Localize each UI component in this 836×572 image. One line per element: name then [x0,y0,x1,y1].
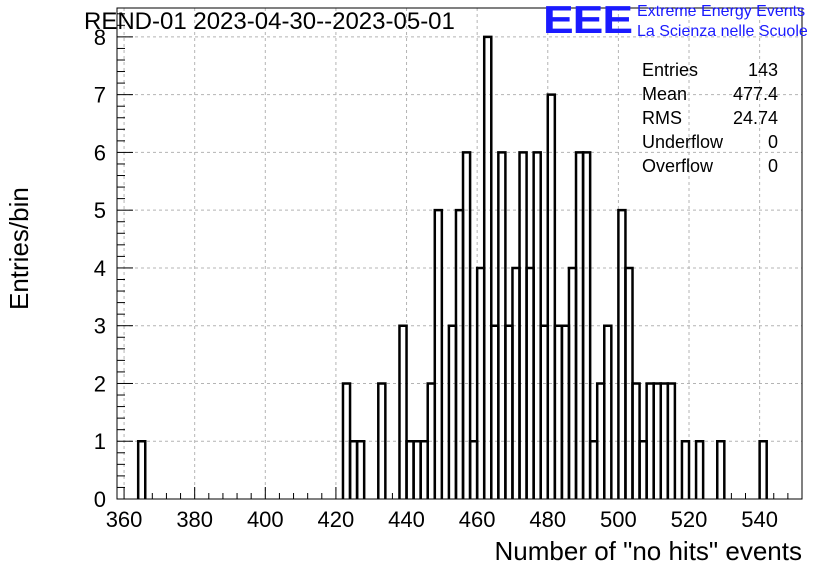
y-tick-label: 4 [94,256,106,281]
stat-mean-value: 477.4 [732,84,778,104]
y-tick-label: 5 [94,198,106,223]
y-tick-label: 0 [94,487,106,512]
logo-line-1: Extreme Energy Events [637,3,806,20]
x-tick-label: 520 [671,507,708,532]
x-tick-label: 540 [741,507,778,532]
histogram-bar [603,324,613,499]
histogram-bar [581,151,592,499]
stat-entries-value: 143 [747,60,778,80]
y-tick-label: 2 [94,371,106,396]
histogram-bar [355,439,366,499]
chart-title: REND-01 2023-04-30--2023-05-01 [84,8,455,35]
stat-underflow-label: Underflow [642,132,724,152]
stat-overflow: Overflow 0 [642,154,778,178]
x-tick-label: 440 [388,507,425,532]
histogram-bar [666,382,677,499]
histogram-bar [136,439,147,499]
x-tick-label: 420 [318,507,355,532]
x-tick-label: 460 [459,507,496,532]
histogram-bar [398,324,408,499]
x-tick-label: 480 [529,507,566,532]
x-tick-label: 360 [106,507,143,532]
stat-mean-label: Mean [642,84,688,104]
histogram-bar [716,439,726,499]
stats-box: Entries 143 Mean 477.4 RMS 24.74 Underfl… [642,58,778,178]
y-tick-label: 3 [94,314,106,339]
histogram-bar [758,439,768,499]
stat-entries-label: Entries [642,60,699,80]
histogram-bar [694,439,705,499]
histogram-bar [680,439,691,499]
y-tick-label: 7 [94,83,106,108]
y-tick-label: 6 [94,140,106,165]
stat-underflow: Underflow 0 [642,130,778,154]
x-tick-label: 380 [176,507,213,532]
plot-frame [116,7,803,500]
y-axis-label: Entries/bin [4,187,34,310]
stat-underflow-value: 0 [767,132,778,152]
stat-rms-label: RMS [642,108,682,128]
eee-logo-text: Extreme Energy Events La Scienza nelle S… [637,2,808,42]
y-tick-label: 8 [94,25,106,50]
stat-entries: Entries 143 [642,58,778,82]
y-tick-label: 1 [94,429,106,454]
histogram-bar [377,382,387,499]
histogram-bar [546,93,557,499]
stat-rms: RMS 24.74 [642,106,778,130]
histogram-bar [433,208,444,499]
histogram-bar [482,35,493,499]
logo-line-2: La Scienza nelle Scuole [637,23,808,40]
eee-logo-mark: EEE [543,0,633,42]
stat-overflow-label: Overflow [642,156,714,176]
stat-mean: Mean 477.4 [642,82,778,106]
stat-rms-value: 24.74 [732,108,778,128]
x-axis-label: Number of "no hits" events [494,536,803,566]
x-tick-label: 500 [600,507,637,532]
x-tick-label: 400 [247,507,284,532]
histogram-bar [461,151,472,499]
stat-overflow-value: 0 [767,156,778,176]
